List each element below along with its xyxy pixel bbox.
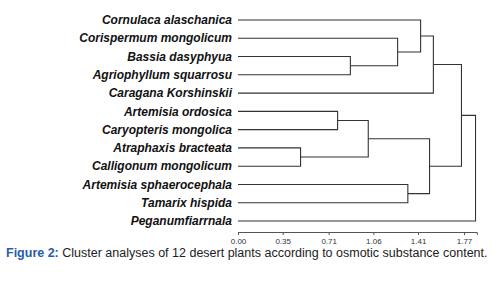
merge-link: [301, 121, 369, 158]
tick-mark: [283, 232, 284, 235]
merge-link: [368, 139, 429, 194]
merge-link: [238, 111, 338, 129]
caption-label: Figure 2:: [6, 246, 59, 260]
tick: 1.77: [457, 232, 473, 246]
leaf-label: Cornulaca alaschanica: [102, 13, 232, 27]
tick-label: 1.06: [366, 237, 382, 246]
tick-label: 1.41: [411, 237, 427, 246]
leaf-label: Artemisia sphaerocephala: [82, 178, 233, 192]
chart: Cornulaca alaschanica Corispermum mongoli…: [0, 0, 500, 284]
leaf-label: Agriophyllum squarrosu: [92, 68, 233, 82]
tick-label: 0.35: [275, 237, 291, 246]
leaf-label: Bassia dasyphyua: [127, 50, 232, 64]
caption-text: Cluster analyses of 12 desert plants acc…: [62, 246, 487, 260]
tick: 1.41: [411, 232, 427, 246]
tick: 1.06: [366, 232, 382, 246]
leaf-labels: Cornulaca alaschanica Corispermum mongoli…: [79, 13, 232, 228]
leaf-label: Atraphaxis bracteata: [112, 141, 232, 155]
merge-link: [238, 20, 421, 52]
tick-mark: [418, 232, 419, 235]
tick-label: 1.77: [457, 237, 473, 246]
merge-link: [238, 38, 398, 65]
tick: 0.00: [231, 232, 247, 246]
merge-link: [238, 36, 433, 93]
merge-link: [238, 184, 408, 202]
merge-link: [430, 65, 462, 167]
tick-mark: [238, 232, 239, 235]
tick-mark: [373, 232, 374, 235]
leaf-label: Peganumfiarrnala: [131, 214, 233, 228]
tick-mark: [464, 232, 465, 235]
leaf-label: Corispermum mongolicum: [79, 31, 232, 45]
merge-link: [238, 115, 476, 221]
links: [238, 20, 476, 221]
tick-label: 0.71: [321, 237, 337, 246]
tick-mark: [329, 232, 330, 235]
leaf-label: Caryopteris mongolica: [102, 123, 232, 137]
x-axis: 0.00 0.35 0.71 1.06 1.41 1.77: [231, 232, 478, 246]
leaf-label: Artemisia ordosica: [123, 105, 232, 119]
leaf-label: Calligonum mongolicum: [92, 159, 232, 173]
tick: 0.35: [275, 232, 291, 246]
axis-line: [239, 233, 478, 236]
merge-link: [238, 148, 301, 166]
leaf-label: Tamarix hispida: [141, 196, 232, 210]
caption: Figure 2: Cluster analyses of 12 desert …: [6, 246, 494, 261]
merge-link: [238, 57, 350, 75]
tick: 0.71: [321, 232, 337, 246]
tick-label: 0.00: [231, 237, 247, 246]
leaf-label: Caragana Korshinskii: [109, 86, 233, 100]
